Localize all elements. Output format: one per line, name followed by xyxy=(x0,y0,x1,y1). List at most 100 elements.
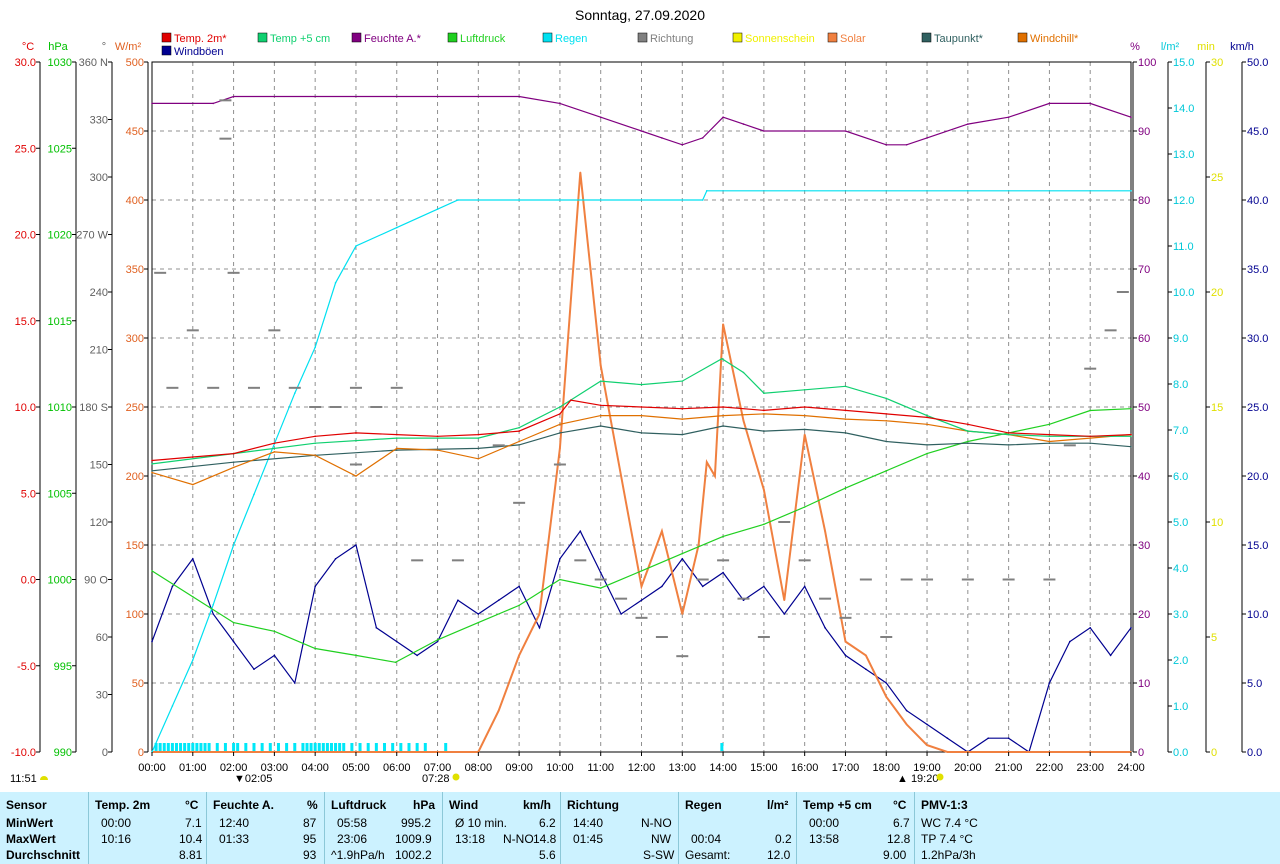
series-point xyxy=(314,442,316,445)
series-point xyxy=(570,399,572,401)
series-point xyxy=(232,452,235,455)
legend-label: Temp. 2m* xyxy=(174,33,227,45)
series-point xyxy=(803,130,806,132)
direction-mark xyxy=(247,386,260,389)
series-point xyxy=(314,454,316,457)
series-point xyxy=(212,604,214,606)
axis-tick-label-temp: 10.0 xyxy=(15,402,36,414)
series-point xyxy=(477,437,480,439)
series-point xyxy=(457,199,459,201)
series-point xyxy=(232,640,235,643)
x-tick-label: 07:00 xyxy=(424,762,452,774)
direction-mark xyxy=(227,271,240,274)
series-point xyxy=(803,506,806,508)
series-point xyxy=(722,571,724,574)
sunrise-time: 07:28 xyxy=(422,773,450,785)
axis-tick-label-solar: 100 xyxy=(126,609,144,621)
rain-event-mark xyxy=(252,743,256,751)
temp-max-time: 10:16 xyxy=(101,832,132,846)
wind-avg-value: 5.6 xyxy=(539,848,556,862)
x-tick-label: 19:00 xyxy=(913,762,941,774)
series-point xyxy=(477,613,480,615)
pmv-dewpoint: TP 7.4 °C xyxy=(921,832,973,846)
axis-tick-label-wind: 30.0 xyxy=(1247,333,1268,345)
series-point xyxy=(885,397,888,400)
series-point xyxy=(436,640,439,643)
temp-min-value: 7.1 xyxy=(185,816,202,830)
axis-tick-label-dir: 300 xyxy=(90,172,108,184)
rain-event-mark xyxy=(183,743,187,751)
axis-tick-label-hum: 20 xyxy=(1138,609,1150,621)
axis-tick-label-dir: 120 xyxy=(90,517,108,529)
series-point xyxy=(518,604,520,607)
x-tick-label: 03:00 xyxy=(261,762,289,774)
series-point xyxy=(232,466,235,469)
series-point xyxy=(721,357,723,360)
t5-min-time: 00:00 xyxy=(809,816,840,830)
series-point xyxy=(273,630,276,633)
axis-tick-label-dir: 30 xyxy=(96,690,108,702)
series-point xyxy=(967,430,969,432)
series-point xyxy=(334,558,337,560)
series-point xyxy=(1048,440,1051,443)
dir-min-value: N-NO xyxy=(641,816,672,830)
series-point xyxy=(518,199,520,201)
x-tick-label: 20:00 xyxy=(954,762,982,774)
series-point xyxy=(273,654,276,657)
axis-tick-label-press: 990 xyxy=(54,747,72,759)
series-point xyxy=(661,137,663,139)
hdr-rain-unit: l/m² xyxy=(767,798,789,812)
series-point xyxy=(1089,627,1092,629)
press-max-time: 23:06 xyxy=(337,832,368,846)
axis-tick-label-rain: 12.0 xyxy=(1173,195,1194,207)
x-tick-label: 13:00 xyxy=(669,762,697,774)
series-point xyxy=(824,530,826,532)
series-point xyxy=(640,406,643,408)
rain-event-mark xyxy=(366,743,370,751)
series-point xyxy=(232,95,235,98)
hum-min-value: 87 xyxy=(303,816,317,830)
axis-tick-label-hum: 50 xyxy=(1138,402,1150,414)
rain-event-mark xyxy=(301,743,305,751)
series-point xyxy=(1007,116,1010,118)
axis-tick-label-rain: 7.0 xyxy=(1173,425,1188,437)
axis-tick-label-rain: 6.0 xyxy=(1173,471,1188,483)
series-point xyxy=(1007,444,1010,446)
series-point xyxy=(926,452,928,455)
direction-mark xyxy=(696,578,709,581)
series-point xyxy=(844,640,847,643)
pmv-windchill: WC 7.4 °C xyxy=(921,816,978,830)
series-point xyxy=(191,456,194,458)
axis-tick-label-rain: 10.0 xyxy=(1173,287,1194,299)
x-tick-label: 11:00 xyxy=(587,762,614,774)
legend-label: Feuchte A.* xyxy=(364,33,422,45)
series-point xyxy=(803,414,806,417)
rain-event-mark xyxy=(174,743,178,751)
rain-event-mark xyxy=(407,743,411,751)
series-point xyxy=(394,661,397,664)
series-point xyxy=(742,371,745,374)
series-point xyxy=(1130,445,1132,448)
series-point xyxy=(477,457,480,460)
wind-max-value: 14.8 xyxy=(533,832,557,846)
direction-mark xyxy=(349,463,362,466)
series-point xyxy=(701,199,704,201)
series-point xyxy=(885,682,888,684)
x-tick-label: 01:00 xyxy=(179,762,207,774)
rain-event-mark xyxy=(179,743,183,751)
series-point xyxy=(314,585,316,588)
legend-label: Luftdruck xyxy=(460,33,506,45)
series-point xyxy=(1007,737,1010,739)
series-point xyxy=(763,585,765,588)
direction-mark xyxy=(635,616,648,619)
x-tick-label: 04:00 xyxy=(301,762,329,774)
axis-tick-label-wind: 10.0 xyxy=(1247,609,1268,621)
series-point xyxy=(395,437,398,439)
series-point xyxy=(538,627,541,629)
axis-tick-label-hum: 100 xyxy=(1138,57,1156,69)
series-point xyxy=(293,682,296,684)
axis-tick-label-sun: 10 xyxy=(1211,517,1223,529)
hdr-rain: Regen xyxy=(685,798,722,812)
t5-max-value: 12.8 xyxy=(887,832,911,846)
series-point xyxy=(559,447,561,450)
